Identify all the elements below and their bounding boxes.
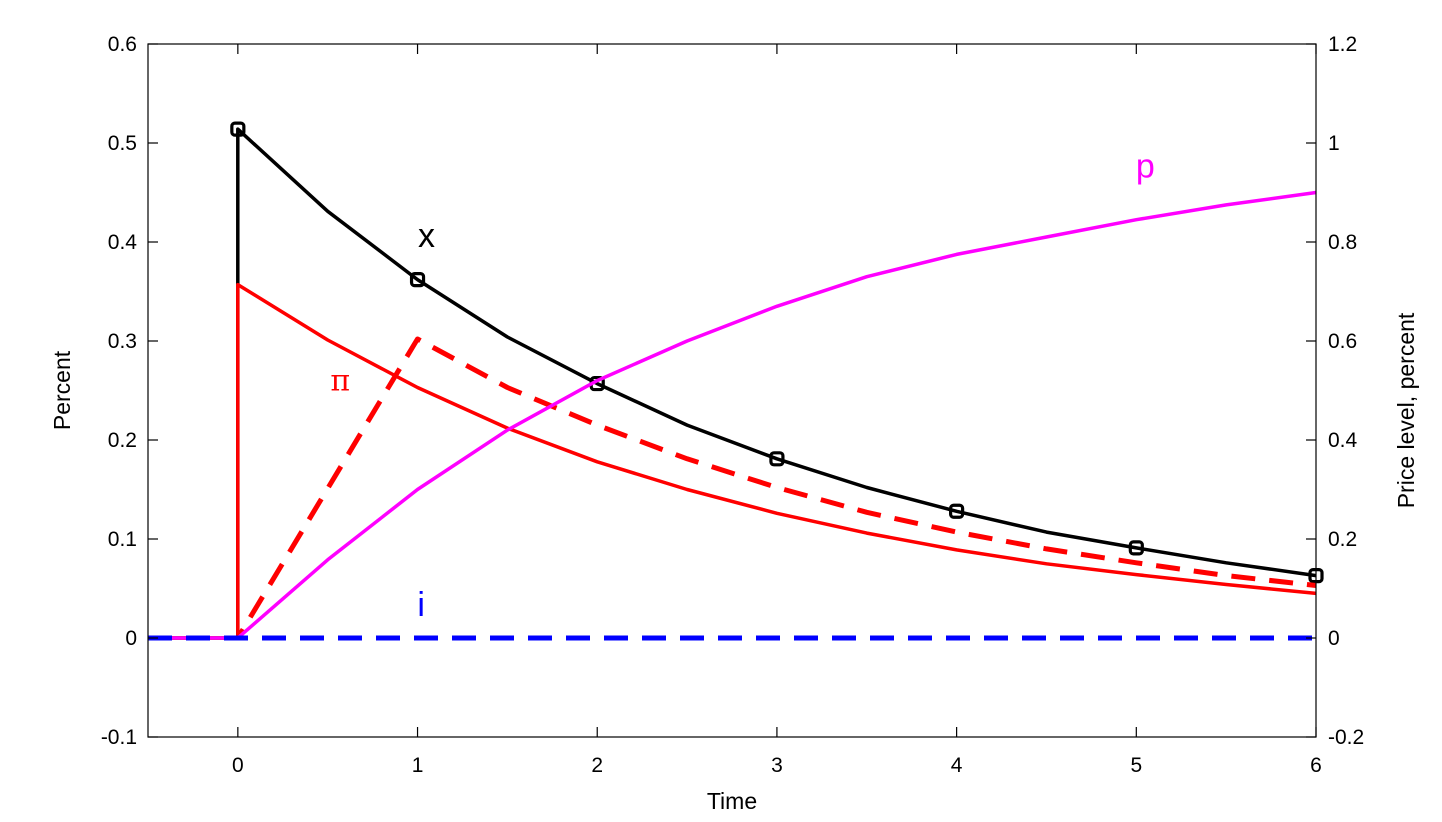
y-right-tick-label: -0.2 [1328,726,1364,749]
y-axis-right-label: Price level, percent [1393,312,1419,508]
axes-layer: 0 1 2 3 4 5 6 -0.1 0 0.1 0.2 0.3 0.4 0.5 0.6 -0.2 0 0.2 0.… [101,33,1364,777]
x-tick-label: 3 [771,754,783,777]
data-point-marker [949,503,965,519]
y-left-tick-label: 0.2 [108,429,137,452]
series-line-p [148,190,1317,640]
x-tick-label: 1 [412,754,424,777]
x-axis-label: Time [707,788,757,814]
y-right-tick-label: 1 [1328,132,1340,155]
data-point-marker [409,272,426,288]
x-tick-label: 4 [951,754,963,777]
series-label-x: x [418,217,435,255]
y-left-tick-label: 0.5 [108,132,137,155]
x-tick-label: 6 [1310,754,1322,777]
series-line-pi [148,282,1317,640]
series-line-x [148,127,1317,640]
y-right-tick-label: 0.2 [1328,528,1357,551]
y-right-tick-label: 0.4 [1328,429,1358,452]
y-left-tick-label: -0.1 [101,726,137,749]
series-label-p: p [1136,148,1155,186]
x-tick-label: 0 [232,754,244,777]
series-layer [148,121,1324,641]
data-point-marker [1128,540,1144,556]
series-labels: x π p i [330,148,1154,625]
y-right-tick-label: 0.6 [1328,330,1357,353]
data-point-marker [769,451,785,467]
y-left-tick-label: 0.1 [108,528,137,551]
series-label-i: i [417,586,425,624]
plot-frame [147,43,1317,738]
y-left-tick-label: 0.6 [108,33,137,56]
x-tick-label: 5 [1130,754,1142,777]
x-tick-label: 2 [591,754,603,777]
y-right-tick-label: 1.2 [1328,33,1357,56]
y-axis-left-label: Percent [49,350,75,430]
series-line-pi-dashed [148,336,1317,641]
y-left-tick-label: 0 [125,627,137,650]
data-point-marker [230,121,246,137]
series-label-pi: π [330,364,350,399]
y-left-tick-label: 0.3 [108,330,137,353]
y-left-tick-label: 0.4 [108,231,138,254]
y-right-tick-label: 0.8 [1328,231,1357,254]
y-right-tick-label: 0 [1328,627,1340,650]
